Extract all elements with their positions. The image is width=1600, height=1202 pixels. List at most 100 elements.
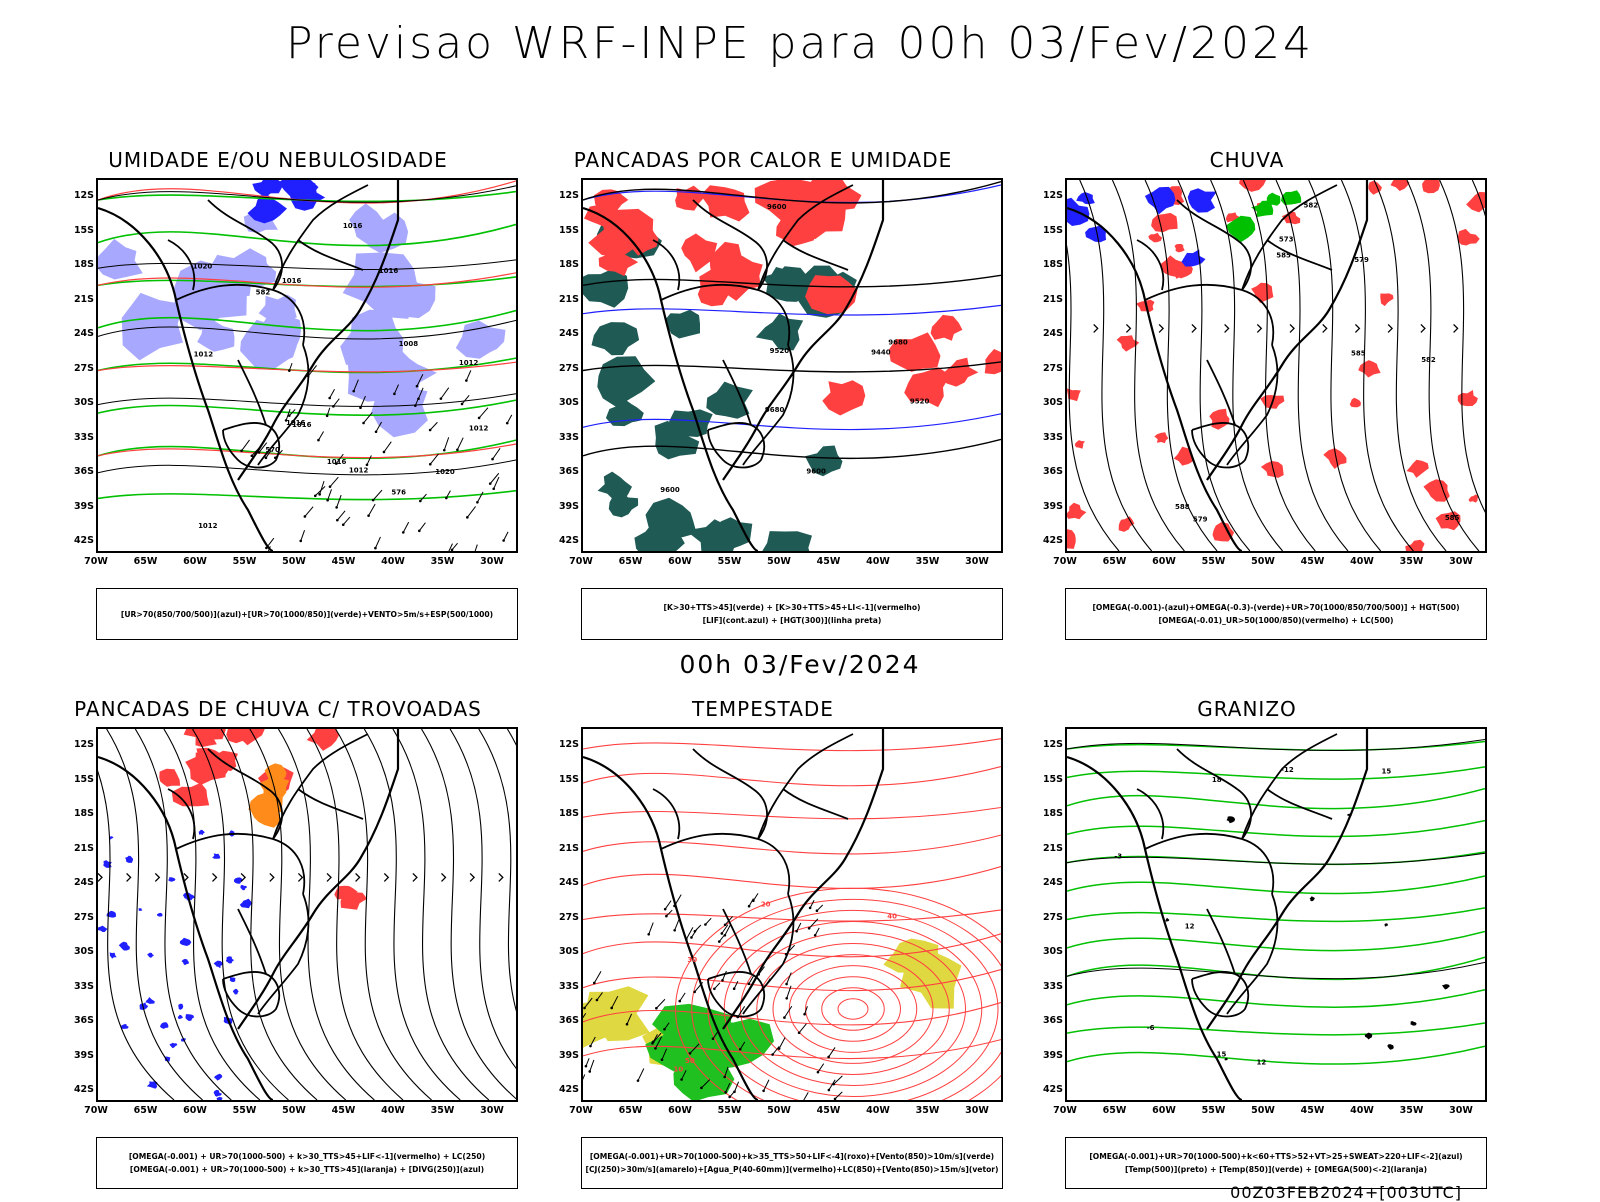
longitude-label: 40W: [1350, 556, 1374, 567]
divergence-blue-dots: [98, 829, 253, 1100]
divergence-blue-dots-blob: [109, 952, 117, 959]
hgt500-contour-line: [1111, 180, 1185, 551]
longitude-label: 30W: [1449, 1105, 1473, 1116]
wind-vector: [383, 441, 392, 453]
latitude-label: 12S: [558, 739, 579, 750]
wind-vector-head: [584, 1064, 588, 1068]
streamline-250-line: [421, 729, 516, 1100]
wind-vector: [803, 1092, 809, 1100]
country-borders: [1067, 729, 1369, 1100]
wind-vector: [419, 493, 427, 502]
wind-vector: [778, 1037, 786, 1049]
hgt500-contour-line: [1439, 180, 1485, 513]
rain-red-fill-blob: [1212, 522, 1235, 542]
wind-vector: [817, 1063, 825, 1073]
longitude-label: 40W: [866, 1105, 890, 1116]
panel-legend: [OMEGA(-0.001)+UR>70(1000-500)+k<60+TTS>…: [1065, 1137, 1487, 1189]
cyclone-streamlines-ring: [691, 898, 1001, 1100]
wind-vector-head: [732, 987, 736, 991]
panel-pancadas-calor: PANCADAS POR CALOR E UMIDADE 12S 15S 18S 21S…: [543, 148, 1003, 648]
border-line: [175, 283, 306, 346]
latitude-label: 39S: [1042, 1049, 1063, 1061]
panel-legend: [OMEGA(-0.001)+UR>70(1000-500)+k>35_TTS>…: [581, 1137, 1003, 1189]
border-line: [660, 283, 791, 346]
coastline-pacific: [1067, 206, 1243, 551]
legend-line: [LIF](cont.azul) + [HGT(300)](linha pret…: [702, 616, 882, 625]
latitude-label: 15S: [73, 224, 94, 236]
hgt500-contour-arrow: [1125, 323, 1132, 333]
wind-vector: [466, 506, 476, 518]
contour-label: 12: [1185, 923, 1195, 931]
hgt500-contour-line: [1067, 245, 1120, 551]
divergence-blue-dots-blob: [240, 885, 247, 891]
temp500-contour-line: [1067, 739, 1485, 752]
border-line: [1206, 359, 1236, 426]
border-line: [167, 788, 196, 840]
wind-vector: [585, 1058, 590, 1067]
rain-red-fill-blob: [1457, 228, 1480, 246]
wind-vector: [429, 453, 439, 465]
wind-vector: [674, 919, 680, 931]
divergence-blue-dots-blob: [118, 941, 130, 951]
precipitable-water-contour-line: [583, 968, 1001, 992]
contour-label: 582: [1421, 356, 1436, 364]
latitude-label: 30S: [1042, 397, 1063, 408]
precipitable-water-contour-line: [583, 765, 1001, 787]
latitude-label: 27S: [1042, 362, 1063, 374]
wind-vector-head: [374, 430, 378, 434]
wind-vector-head: [456, 448, 459, 452]
wind-vector-head: [439, 397, 443, 400]
wind-vector: [637, 1068, 645, 1081]
wind-vector-head: [807, 926, 811, 930]
wind-vector-head: [264, 456, 268, 460]
wind-vector-head: [374, 546, 377, 550]
omega-black-spots-blob: [1224, 1057, 1229, 1061]
contour-label: 579: [1193, 516, 1208, 524]
wind850-vectors: [583, 893, 843, 1100]
contour-label: 1020: [435, 468, 455, 476]
wind-vector: [596, 992, 603, 1001]
latitude-label: 15S: [73, 773, 94, 785]
omega-blue-fill: [1067, 186, 1217, 267]
streamline-250-arrow: [154, 872, 161, 882]
border-line: [1136, 788, 1165, 840]
longitude-label: 45W: [816, 1105, 841, 1116]
hgt500-contour-line: [1308, 180, 1382, 551]
wind-vector: [288, 409, 296, 417]
wind-vector-head: [808, 906, 812, 910]
latitude-label: 42S: [1042, 535, 1063, 546]
main-title: Previsao WRF-INPE para 00h 03/Fev/2024: [286, 18, 1314, 69]
contour-label: 1020: [193, 263, 213, 271]
longitude-label: 35W: [1399, 556, 1424, 567]
divergence-blue-dots-blob: [213, 1089, 222, 1097]
wind-vector-head: [610, 1006, 613, 1010]
wind-vector-head: [678, 999, 682, 1003]
latitude-label: 30S: [558, 946, 579, 957]
longitude-label: 60W: [183, 556, 207, 567]
streamline-250-line: [134, 729, 232, 1100]
omega-green-fill-blob: [1266, 192, 1281, 206]
coastline-pacific: [1067, 755, 1243, 1100]
wind-vector: [329, 476, 339, 488]
temp850-contour-line: [1067, 766, 1485, 780]
cyclone-streamlines-ring: [707, 909, 999, 1100]
latitude-label: 18S: [558, 808, 579, 819]
latitude-label: 33S: [558, 980, 579, 992]
divergence-blue-dots-blob: [147, 952, 155, 958]
rain-red-fill-blob: [1380, 293, 1394, 307]
rain-red-fill-blob: [1148, 232, 1163, 243]
precipitable-water-contour-line: [583, 738, 1001, 752]
storm-orange-fill-blob: [264, 763, 287, 782]
wind-vector: [318, 431, 324, 441]
wind-vector-head: [303, 515, 307, 518]
border-line: [1176, 748, 1252, 840]
temp850-contour-line: [1067, 988, 1485, 1008]
wind-vector-head: [728, 1095, 731, 1099]
wind-vector-head: [660, 1058, 664, 1062]
wind-vector-head: [797, 1031, 801, 1035]
wind-vector: [418, 387, 424, 399]
longitude-label: 40W: [866, 556, 890, 567]
latitude-label: 39S: [558, 500, 579, 512]
latitude-label: 42S: [558, 1084, 579, 1095]
rain-red-fill-blob: [1074, 440, 1085, 449]
